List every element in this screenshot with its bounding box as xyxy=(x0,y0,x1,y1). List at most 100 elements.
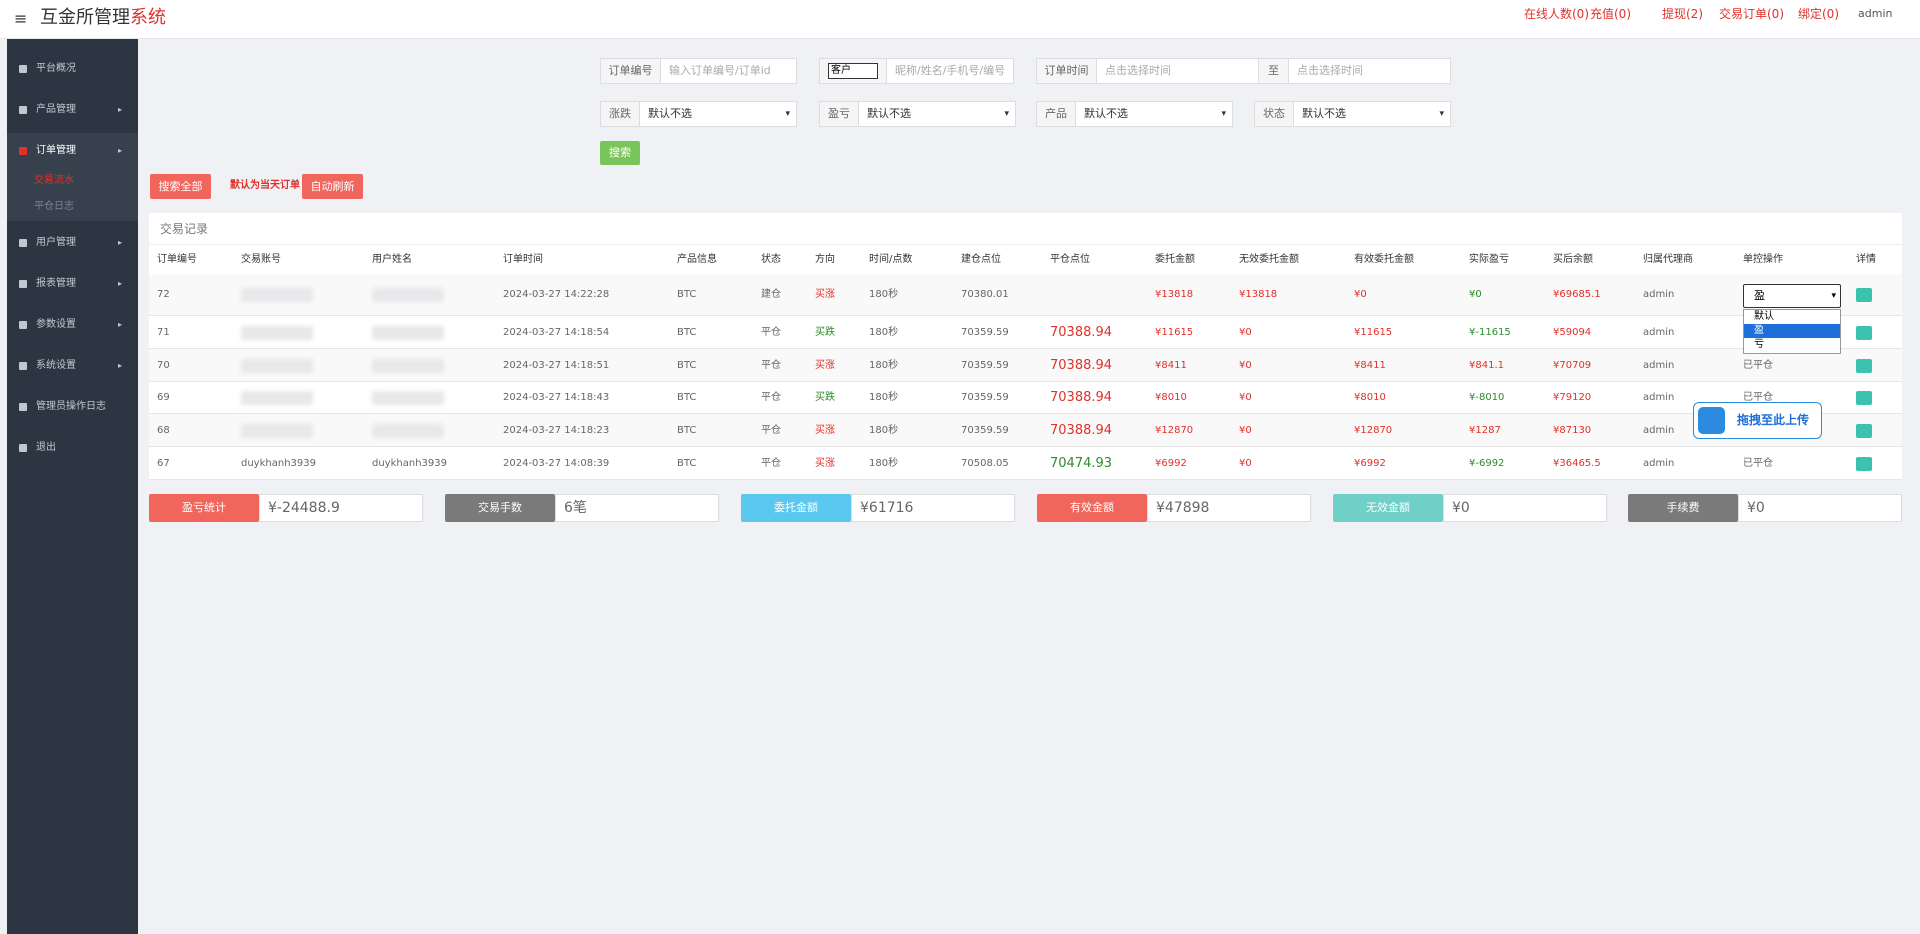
control-select[interactable]: 盈 ▾ xyxy=(1743,284,1841,308)
header-link[interactable]: 充值(0) xyxy=(1590,7,1631,21)
header-link[interactable]: 在线人数(0) xyxy=(1524,7,1589,21)
upload-widget[interactable]: 拖拽至此上传 xyxy=(1693,402,1822,439)
nav-item[interactable]: 参数设置 xyxy=(36,319,76,330)
table-cell: 180秒 xyxy=(869,392,899,403)
search-all-button[interactable]: 搜索全部 xyxy=(150,174,211,199)
table-cell: ¥69685.1 xyxy=(1553,289,1601,300)
table-header: 状态 xyxy=(761,254,781,265)
table-cell: 70508.05 xyxy=(961,457,1009,469)
summary-value: ¥61716 xyxy=(851,494,1015,522)
table-cell: 2024-03-27 14:08:39 xyxy=(503,457,610,469)
table-cell: 2024-03-27 14:18:51 xyxy=(503,359,610,371)
header-link[interactable]: 绑定(0) xyxy=(1798,7,1839,21)
nav-item[interactable]: 用户管理 xyxy=(36,237,76,248)
nav-item[interactable]: 产品管理 xyxy=(36,104,76,115)
nav-subitem[interactable]: 交易流水 xyxy=(34,175,74,186)
nav-icon xyxy=(19,106,27,114)
menu-toggle[interactable]: ≡ xyxy=(14,9,28,28)
nav-icon xyxy=(19,147,27,155)
table-cell: 平仓 xyxy=(761,392,781,403)
table-cell: BTC xyxy=(677,424,697,436)
header-link[interactable]: 提现(2) xyxy=(1662,7,1703,21)
table-cell: 69 xyxy=(157,392,170,403)
table-cell: ¥-8010 xyxy=(1469,392,1505,403)
header-link[interactable]: 交易订单(0) xyxy=(1719,7,1784,21)
table-header: 用户姓名 xyxy=(372,254,412,265)
nav-icon xyxy=(19,403,27,411)
blurred-cell xyxy=(372,358,444,373)
nav-item[interactable]: 报表管理 xyxy=(36,278,76,289)
summary-value: ¥47898 xyxy=(1147,494,1311,522)
detail-button[interactable] xyxy=(1856,358,1872,373)
auto-refresh-button[interactable]: 自动刷新 xyxy=(302,174,363,199)
nav-item[interactable]: 管理员操作日志 xyxy=(36,401,106,412)
filter-select[interactable]: 默认不选 ▾ xyxy=(1075,101,1233,127)
table-cell: ¥0 xyxy=(1239,392,1252,403)
user-menu[interactable]: admin xyxy=(1858,7,1893,20)
filter-input[interactable]: 输入订单编号/订单id xyxy=(660,58,797,84)
title-divider xyxy=(149,244,1902,245)
nav-icon xyxy=(19,444,27,452)
table-cell: 买跌 xyxy=(815,326,835,338)
table-cell: ¥8010 xyxy=(1155,392,1187,403)
detail-button[interactable] xyxy=(1856,391,1872,405)
select-caret: ▾ xyxy=(1004,109,1009,119)
table-cell: 买涨 xyxy=(815,289,835,300)
select-caret: ▾ xyxy=(1831,291,1836,301)
filter-select[interactable]: 默认不选 ▾ xyxy=(639,101,797,127)
nav-icon xyxy=(19,321,27,329)
dropdown-option[interactable]: 亏 xyxy=(1744,338,1840,352)
nav-item[interactable]: 系统设置 xyxy=(36,360,76,371)
table-cell: BTC xyxy=(677,359,697,371)
nav-arrow: ▸ xyxy=(118,238,123,247)
nav-arrow: ▸ xyxy=(118,105,123,114)
table-cell: 180秒 xyxy=(869,424,899,436)
filter-select[interactable]: 默认不选 ▾ xyxy=(858,101,1016,127)
table-cell: 70474.93 xyxy=(1050,455,1113,471)
date-input[interactable]: 点击选择时间 xyxy=(1288,58,1451,84)
table-cell: 70388.94 xyxy=(1050,390,1113,405)
table-cell: BTC xyxy=(677,392,697,403)
detail-button[interactable] xyxy=(1856,288,1872,302)
nav-item[interactable]: 退出 xyxy=(36,442,56,453)
table-cell: 70 xyxy=(157,359,170,371)
header-bar xyxy=(0,0,1920,39)
dropdown-option[interactable]: 盈 xyxy=(1744,324,1840,338)
date-input[interactable]: 点击选择时间 xyxy=(1096,58,1259,84)
detail-button[interactable] xyxy=(1856,423,1872,438)
table-cell: 买跌 xyxy=(815,392,835,403)
nav-item[interactable]: 订单管理 xyxy=(36,145,76,156)
detail-button[interactable] xyxy=(1856,325,1872,340)
table-cell: admin xyxy=(1643,289,1675,300)
table-cell: admin xyxy=(1643,457,1675,469)
summary-label: 盈亏统计 xyxy=(149,494,259,522)
blurred-cell xyxy=(372,391,444,405)
customer-select[interactable]: 客户 xyxy=(828,63,878,79)
search-button[interactable]: 搜索 xyxy=(600,141,640,165)
nav-item[interactable]: 平台概况 xyxy=(36,63,76,74)
default-note: 默认为当天订单 xyxy=(230,180,300,191)
table-cell: 平仓 xyxy=(761,457,781,469)
table-cell: BTC xyxy=(677,326,697,338)
dropdown-option[interactable]: 默认 xyxy=(1744,310,1840,324)
table-cell: ¥13818 xyxy=(1239,289,1278,300)
summary-value: ¥-24488.9 xyxy=(259,494,423,522)
table-cell: 68 xyxy=(157,424,170,436)
blurred-cell xyxy=(372,325,444,340)
table-cell: 平仓 xyxy=(761,326,781,338)
filter-select[interactable]: 默认不选 ▾ xyxy=(1293,101,1451,127)
filter-input[interactable]: 昵称/姓名/手机号/编号 xyxy=(886,58,1014,84)
site-title: 互金所管理 xyxy=(40,7,130,28)
filter-label: 盈亏 xyxy=(819,101,859,127)
table-cell: 建仓 xyxy=(761,289,781,300)
blurred-cell xyxy=(241,423,313,438)
table-cell: 72 xyxy=(157,289,170,300)
filter-label: 涨跌 xyxy=(600,101,640,127)
table-cell: ¥36465.5 xyxy=(1553,457,1601,469)
table-cell: ¥12870 xyxy=(1155,424,1194,436)
table-header: 订单编号 xyxy=(157,254,197,265)
detail-button[interactable] xyxy=(1856,456,1872,471)
nav-arrow: ▸ xyxy=(118,146,123,155)
nav-subitem[interactable]: 平仓日志 xyxy=(34,201,74,212)
table-cell: 71 xyxy=(157,326,170,338)
